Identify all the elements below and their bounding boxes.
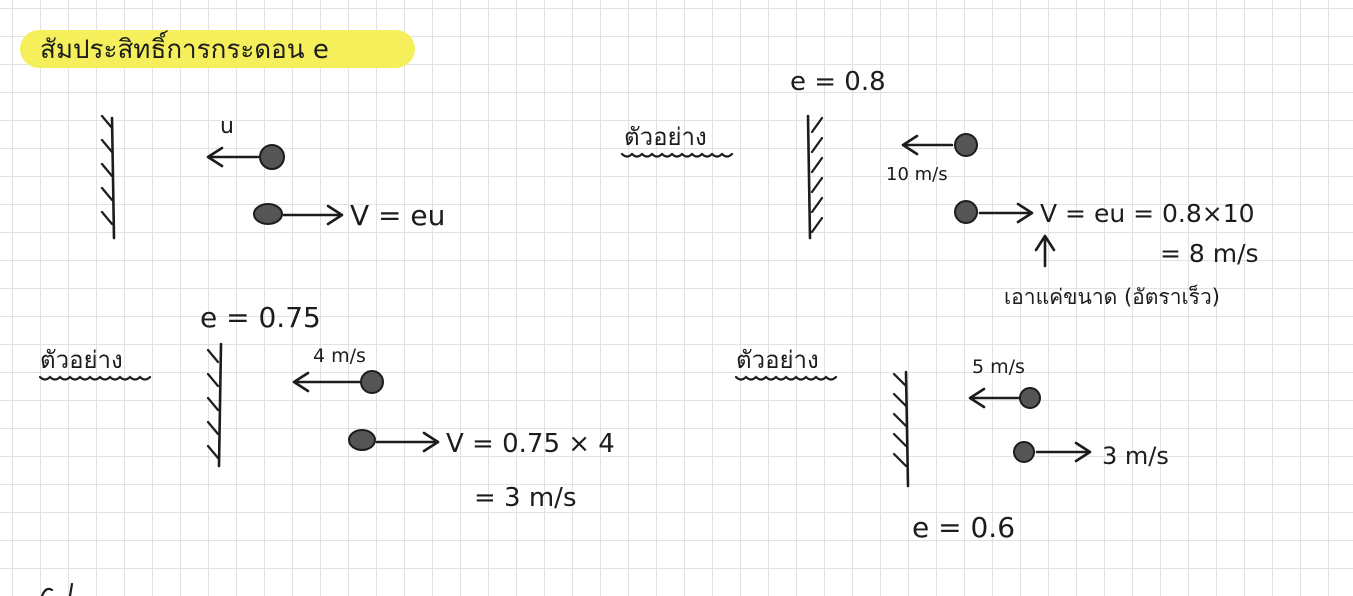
example-3-heading-underline — [734, 375, 838, 381]
ball-outgoing-general — [253, 203, 283, 225]
example-3-u-label: 5 m/s — [972, 356, 1025, 378]
outgoing-arrow-example-3 — [1035, 441, 1092, 463]
example-1-v-line2: = 8 m/s — [1160, 239, 1259, 268]
ball-outgoing-example-1 — [954, 200, 978, 224]
page-title: สัมประสิทธิ์การกระดอน e — [40, 30, 329, 65]
example-1-u-label: 10 m/s — [886, 164, 948, 185]
ball-outgoing-example-2 — [348, 429, 376, 451]
example-1-note: เอาแค่ขนาด (อัตราเร็ว) — [1004, 283, 1220, 309]
incoming-arrow-example-3 — [968, 387, 1026, 409]
example-2-heading-underline — [38, 375, 152, 381]
example-1-e-value: e = 0.8 — [790, 67, 886, 97]
ball-incoming-general — [259, 144, 285, 170]
example-3-heading: ตัวอย่าง — [736, 346, 819, 374]
title-highlight — [20, 30, 415, 68]
outgoing-arrow-example-2 — [375, 431, 440, 453]
example-2-heading: ตัวอย่าง — [40, 346, 123, 374]
wall-general — [100, 114, 116, 240]
example-2-e-value: e = 0.75 — [200, 301, 321, 334]
example-1-heading-underline — [620, 152, 734, 158]
incoming-arrow-example-1 — [901, 134, 954, 156]
ball-incoming-example-3 — [1019, 387, 1041, 409]
incoming-arrow-example-2 — [292, 371, 364, 393]
example-1-v-line1: V = eu = 0.8×10 — [1040, 199, 1255, 228]
v-equation-general: V = eu — [350, 199, 445, 232]
ball-incoming-example-1 — [954, 133, 978, 157]
wall-example-2 — [206, 342, 223, 468]
incoming-arrow-general — [206, 146, 260, 168]
example-2-u-label: 4 m/s — [313, 345, 366, 367]
outgoing-arrow-general — [282, 204, 344, 226]
example-2-v-line2: = 3 m/s — [474, 483, 577, 513]
ball-outgoing-example-3 — [1013, 441, 1035, 463]
outgoing-arrow-example-1 — [978, 202, 1034, 224]
example-1-heading: ตัวอย่าง — [624, 123, 707, 151]
partial-handwriting-mark — [40, 582, 74, 596]
wall-example-1 — [806, 114, 824, 240]
ball-incoming-example-2 — [360, 370, 384, 394]
example-3-e-value: e = 0.6 — [912, 511, 1015, 544]
example-3-v-label: 3 m/s — [1102, 442, 1169, 470]
wall-example-3 — [892, 370, 910, 488]
up-arrow-example-1 — [1034, 234, 1056, 268]
example-2-v-line1: V = 0.75 × 4 — [446, 429, 615, 459]
u-label: u — [220, 114, 234, 139]
